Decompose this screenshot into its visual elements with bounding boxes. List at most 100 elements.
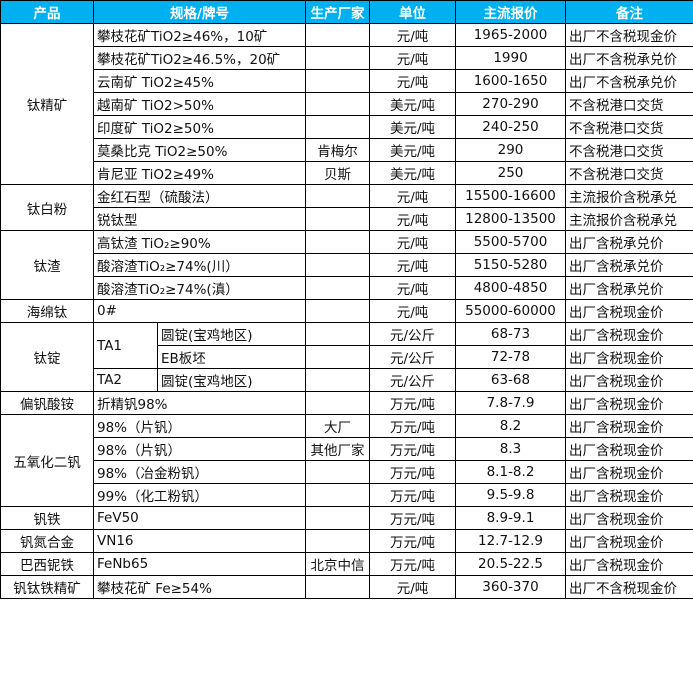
spec-cell: VN16	[93, 529, 306, 553]
product-cell: 钒铁	[0, 506, 94, 530]
price-cell: 1990	[455, 46, 566, 70]
unit-cell: 万元/吨	[369, 552, 456, 576]
unit-cell: 元/吨	[369, 23, 456, 47]
header-note: 备注	[565, 0, 693, 24]
unit-cell: 万元/吨	[369, 437, 456, 461]
note-cell: 出厂含税承兑价	[565, 253, 693, 277]
product-cell: 钛锭	[0, 322, 94, 392]
price-cell: 290	[455, 138, 566, 162]
spec-cell: 云南矿 TiO2≥45%	[93, 69, 306, 93]
unit-cell: 美元/吨	[369, 161, 456, 185]
price-cell: 12.7-12.9	[455, 529, 566, 553]
spec-cell: 98%（冶金粉钒）	[93, 460, 306, 484]
spec-cell: 攀枝花矿 Fe≥54%	[93, 575, 306, 599]
table-body: 钛精矿 攀枝花矿TiO2≥46%，10矿 元/吨 1965-2000 出厂不含税现金价攀…	[0, 23, 693, 599]
maker-cell	[305, 483, 370, 507]
note-cell: 出厂不含税承兑价	[565, 69, 693, 93]
table-row: 钛白粉 金红石型（硫酸法） 元/吨 15500-16600 主流报价含税承兑	[0, 184, 693, 231]
unit-cell: 元/吨	[369, 69, 456, 93]
price-cell: 68-73	[455, 322, 566, 346]
spec-cell: FeNb65	[93, 552, 306, 576]
unit-cell: 美元/吨	[369, 115, 456, 139]
table-row: 钒钛铁精矿 攀枝花矿 Fe≥54% 元/吨 360-370 出厂不含税现金价	[0, 575, 693, 599]
price-table: 产品 规格/牌号 生产厂家 单位 主流报价 备注 钛精矿 攀枝花矿TiO2≥46%…	[0, 0, 693, 599]
price-cell: 8.2	[455, 414, 566, 438]
table-row: 云南矿 TiO2≥45% 元/吨 1600-1650 出厂不含税承兑价	[1, 69, 693, 93]
price-cell: 270-290	[455, 92, 566, 116]
price-cell: 1600-1650	[455, 69, 566, 93]
product-cell: 巴西铌铁	[0, 552, 94, 576]
price-cell: 1965-2000	[455, 23, 566, 47]
unit-cell: 万元/吨	[369, 414, 456, 438]
form-cell: 圆锭(宝鸡地区)	[157, 322, 306, 346]
price-cell: 15500-16600	[455, 184, 566, 208]
table-row: 钛渣 高钛渣 TiO₂≥90% 元/吨 5500-5700 出厂含税承兑价	[0, 230, 693, 300]
product-cell: 钛白粉	[0, 184, 94, 231]
note-cell: 出厂含税现金价	[565, 552, 693, 576]
grade-cell: TA1	[93, 322, 158, 369]
table-row: 攀枝花矿TiO2≥46.5%，20矿 元/吨 1990 出厂不含税承兑价	[1, 46, 693, 70]
table-row: 肯尼亚 TiO2≥49% 贝斯 美元/吨 250 不含税港口交货	[1, 161, 693, 185]
product-cell: 钒钛铁精矿	[0, 575, 94, 599]
price-cell: 8.1-8.2	[455, 460, 566, 484]
table-row: TA2 圆锭(宝鸡地区) 元/公斤 63-68 出厂含税现金价	[1, 368, 693, 392]
note-cell: 出厂含税现金价	[565, 437, 693, 461]
maker-cell	[305, 391, 370, 415]
maker-cell	[305, 230, 370, 254]
spec-cell: 折精钒98%	[93, 391, 306, 415]
spec-cell: 锐钛型	[93, 207, 306, 231]
unit-cell: 万元/吨	[369, 506, 456, 530]
note-cell: 出厂含税现金价	[565, 322, 693, 346]
maker-cell	[305, 529, 370, 553]
table-row: 98%（冶金粉钒） 万元/吨 8.1-8.2 出厂含税现金价	[1, 460, 693, 484]
unit-cell: 万元/吨	[369, 460, 456, 484]
table-row: 印度矿 TiO2≥50% 美元/吨 240-250 不含税港口交货	[1, 115, 693, 139]
unit-cell: 元/吨	[369, 184, 456, 208]
note-cell: 出厂含税现金价	[565, 368, 693, 392]
table-row: 钒铁 FeV50 万元/吨 8.9-9.1 出厂含税现金价	[0, 506, 693, 530]
unit-cell: 万元/吨	[369, 483, 456, 507]
spec-cell: 酸溶渣TiO₂≥74%(川）	[93, 253, 306, 277]
maker-cell	[305, 46, 370, 70]
maker-cell: 肯梅尔	[305, 138, 370, 162]
maker-cell	[305, 207, 370, 231]
spec-cell: 印度矿 TiO2≥50%	[93, 115, 306, 139]
price-cell: 240-250	[455, 115, 566, 139]
table-row: 海绵钛 0# 元/吨 55000-60000 出厂含税现金价	[0, 299, 693, 323]
maker-cell	[305, 368, 370, 392]
note-cell: 出厂含税现金价	[565, 391, 693, 415]
form-cell: 圆锭(宝鸡地区)	[157, 368, 306, 392]
unit-cell: 元/吨	[369, 575, 456, 599]
unit-cell: 元/吨	[369, 253, 456, 277]
unit-cell: 美元/吨	[369, 138, 456, 162]
price-cell: 8.3	[455, 437, 566, 461]
note-cell: 主流报价含税承兑	[565, 184, 693, 208]
unit-cell: 元/吨	[369, 230, 456, 254]
header-spec: 规格/牌号	[93, 0, 306, 24]
table-row: 越南矿 TiO2>50% 美元/吨 270-290 不含税港口交货	[1, 92, 693, 116]
header-price: 主流报价	[455, 0, 566, 24]
table-row: 钒氮合金 VN16 万元/吨 12.7-12.9 出厂含税现金价	[0, 529, 693, 553]
unit-cell: 元/公斤	[369, 368, 456, 392]
spec-cell: 酸溶渣TiO₂≥74%(滇）	[93, 276, 306, 300]
note-cell: 不含税港口交货	[565, 115, 693, 139]
unit-cell: 元/吨	[369, 276, 456, 300]
note-cell: 不含税港口交货	[565, 161, 693, 185]
header-unit: 单位	[369, 0, 456, 24]
price-cell: 5500-5700	[455, 230, 566, 254]
note-cell: 出厂不含税现金价	[565, 575, 693, 599]
price-cell: 72-78	[455, 345, 566, 369]
table-row: 99%（化工粉钒） 万元/吨 9.5-9.8 出厂含税现金价	[1, 483, 693, 507]
spec-cell: 0#	[93, 299, 306, 323]
header-row: 产品 规格/牌号 生产厂家 单位 主流报价 备注	[0, 0, 693, 24]
unit-cell: 万元/吨	[369, 391, 456, 415]
note-cell: 出厂不含税现金价	[565, 23, 693, 47]
price-cell: 55000-60000	[455, 299, 566, 323]
note-cell: 出厂含税现金价	[565, 414, 693, 438]
table-row: 酸溶渣TiO₂≥74%(滇） 元/吨 4800-4850 出厂含税承兑价	[1, 276, 693, 300]
maker-cell	[305, 322, 370, 346]
product-cell: 海绵钛	[0, 299, 94, 323]
product-cell: 钒氮合金	[0, 529, 94, 553]
price-cell: 20.5-22.5	[455, 552, 566, 576]
table-row: 偏钒酸铵 折精钒98% 万元/吨 7.8-7.9 出厂含税现金价	[0, 391, 693, 415]
